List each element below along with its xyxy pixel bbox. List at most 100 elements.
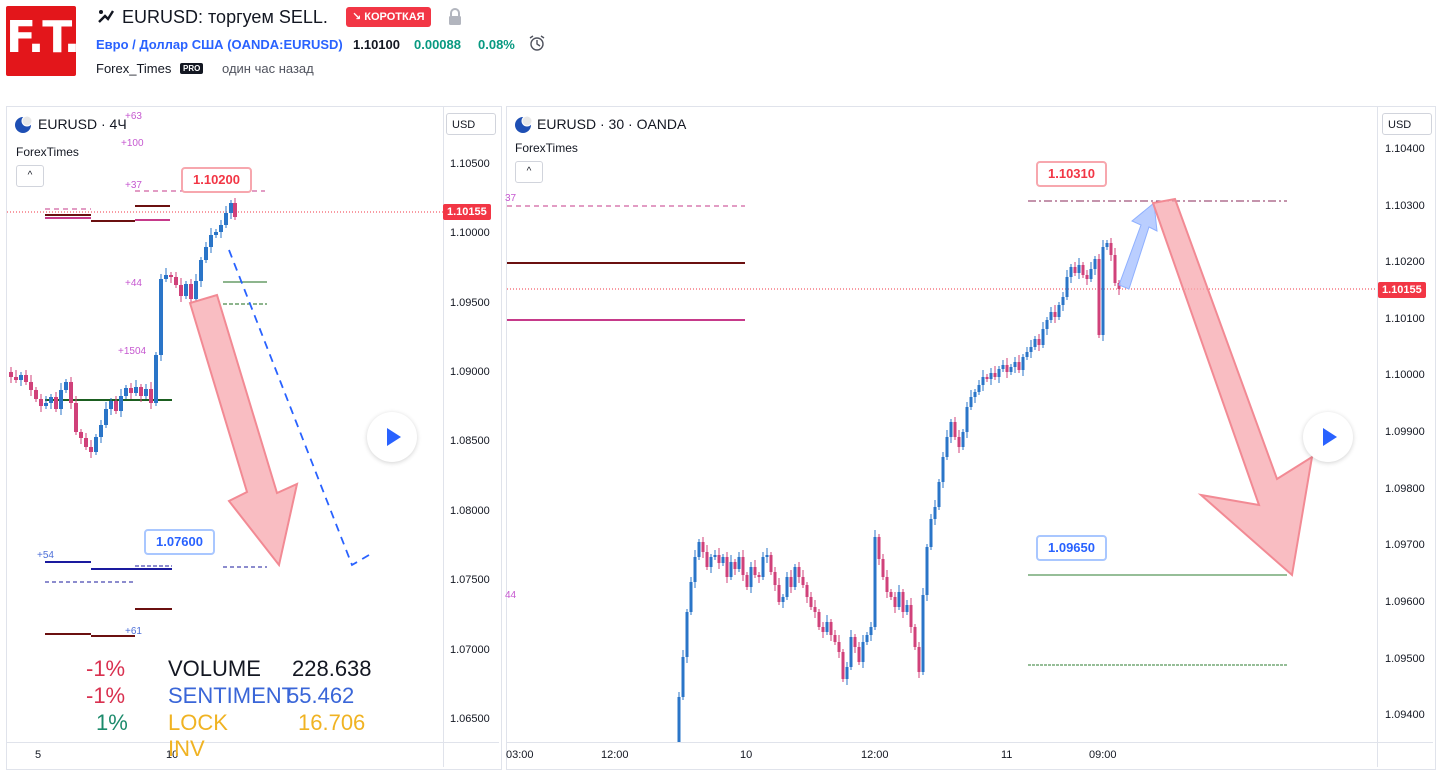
level-label: +61	[125, 626, 142, 637]
target-high-callout[interactable]: 1.10310	[1036, 161, 1107, 187]
candle-body	[817, 612, 821, 627]
candle-body	[1109, 243, 1113, 255]
publish-time: один час назад	[222, 61, 314, 76]
candle-body	[745, 575, 749, 587]
candle-body	[709, 557, 713, 567]
sentiment-value: 55.462	[287, 683, 355, 708]
price-tick: 1.08000	[450, 505, 490, 517]
candle-body	[109, 401, 113, 409]
price-tick: 1.09500	[1385, 653, 1425, 665]
left-chart-author: ForexTimes	[16, 145, 79, 159]
candle-body	[981, 377, 985, 385]
candle-body	[949, 422, 953, 437]
candle-body	[697, 542, 701, 557]
price-tick: 1.10100	[1385, 313, 1425, 325]
candle-body	[737, 557, 741, 569]
candle-body	[961, 432, 965, 447]
price-tick: 1.10000	[450, 227, 490, 239]
time-tick: 12:00	[861, 749, 889, 761]
level-label: +63	[125, 111, 142, 122]
candle-body	[941, 457, 945, 482]
left-play-button[interactable]	[367, 412, 417, 462]
time-tick: 09:00	[1089, 749, 1117, 761]
candle-body	[837, 642, 841, 652]
candle-body	[204, 247, 208, 260]
candle-body	[1013, 362, 1017, 367]
candle-body	[59, 390, 63, 409]
candle-body	[833, 635, 837, 642]
pro-badge: PRO	[180, 63, 204, 74]
candle-body	[953, 422, 957, 437]
candle-body	[44, 403, 48, 406]
candle-body	[889, 592, 893, 597]
candle-body	[1077, 265, 1081, 273]
right-currency-button[interactable]: USD	[1382, 113, 1432, 135]
target-price-callout[interactable]: 1.10200	[181, 167, 252, 193]
level-label: +37	[125, 180, 142, 191]
right-chart-pane[interactable]	[506, 106, 1436, 770]
right-collapse-button[interactable]: ^	[515, 161, 543, 183]
candle-body	[913, 627, 917, 647]
candle-body	[677, 697, 681, 742]
candle-body	[849, 637, 853, 667]
stop-price-callout[interactable]: 1.07600	[144, 529, 215, 555]
level-label: +54	[37, 550, 54, 561]
left-chart-symbol: EURUSD · 4Ч	[38, 116, 127, 132]
short-badge: ↘ КОРОТКАЯ	[346, 7, 431, 27]
candle-body	[14, 377, 18, 380]
candle-body	[1005, 365, 1009, 372]
level-label: +100	[121, 138, 144, 149]
level-label: 44	[505, 590, 517, 601]
target-low-callout[interactable]: 1.09650	[1036, 535, 1107, 561]
symbol-link[interactable]: Евро / Доллар США (OANDA:EURUSD)	[96, 37, 343, 52]
right-chart-canvas[interactable]	[507, 107, 1377, 742]
candle-body	[909, 605, 913, 627]
right-play-button[interactable]	[1303, 412, 1353, 462]
candle-body	[233, 203, 237, 217]
left-chart-canvas[interactable]	[7, 107, 443, 742]
left-currency-button[interactable]: USD	[446, 113, 496, 135]
candle-body	[29, 382, 33, 390]
price-tick: 1.09900	[1385, 426, 1425, 438]
candle-body	[681, 657, 685, 697]
candle-body	[1021, 357, 1025, 370]
author-name[interactable]: Forex_Times	[96, 61, 172, 76]
lock-inv-pct: 1%	[96, 710, 128, 735]
candle-body	[1045, 320, 1049, 329]
forex-times-logo[interactable]: F.T.	[6, 6, 80, 76]
time-tick: 10	[740, 749, 753, 761]
candle-body	[9, 372, 13, 377]
candle-body	[134, 387, 138, 393]
candle-body	[174, 277, 178, 285]
candle-body	[777, 585, 781, 602]
candle-body	[881, 559, 885, 577]
candle-body	[184, 284, 188, 296]
price-change: 0.00088	[414, 37, 461, 52]
candle-body	[893, 597, 897, 607]
candle-body	[761, 557, 765, 577]
candle-body	[1101, 247, 1105, 335]
candle-body	[773, 572, 777, 585]
candle-body	[841, 652, 845, 679]
candle-body	[869, 627, 873, 635]
candle-body	[925, 547, 929, 595]
candle-body	[757, 575, 761, 577]
candle-body	[933, 507, 937, 519]
candle-body	[693, 557, 697, 582]
candle-body	[717, 555, 721, 563]
candle-body	[1061, 297, 1065, 305]
candle-body	[34, 390, 38, 399]
candle-body	[929, 519, 933, 547]
candle-body	[825, 622, 829, 632]
alarm-clock-icon[interactable]	[528, 34, 546, 52]
candle-body	[64, 382, 68, 390]
price-tick: 1.09700	[1385, 539, 1425, 551]
candle-body	[1085, 275, 1089, 279]
candle-body	[813, 607, 817, 612]
left-collapse-button[interactable]: ^	[16, 165, 44, 187]
candle-body	[781, 597, 785, 602]
candle-body	[809, 597, 813, 607]
candle-body	[769, 555, 773, 572]
left-chart-pane[interactable]	[6, 106, 502, 770]
candle-body	[1029, 347, 1033, 352]
